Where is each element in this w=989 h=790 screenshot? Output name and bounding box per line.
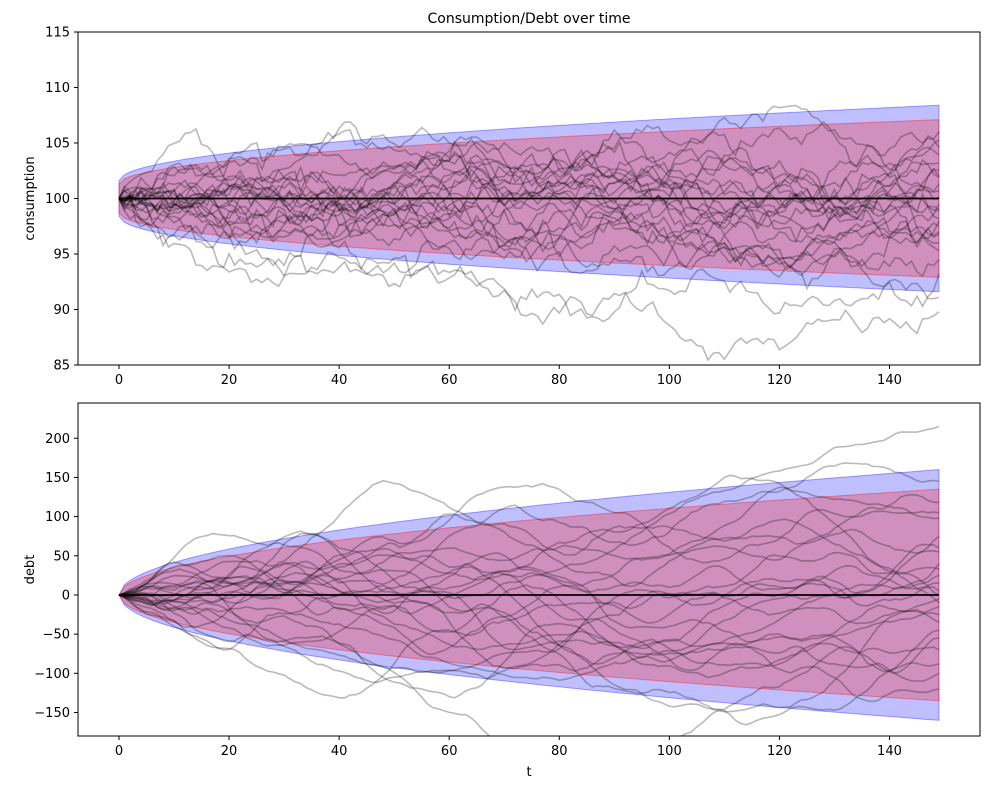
sample-path-4 [118, 168, 940, 291]
x-tick-label: 20 [221, 373, 238, 388]
sample-path-24 [118, 170, 940, 246]
x-tick-label: 140 [877, 744, 902, 759]
sample-path-8 [118, 479, 940, 604]
sample-path-17 [118, 159, 940, 235]
x-tick-label: 80 [551, 373, 568, 388]
y-tick-label: 90 [53, 303, 70, 318]
chart-panel-debt: 0 20 40 60 80 100 120 140 −150 −100 −50 0 50 100 150 20… [23, 402, 981, 780]
x-tick-label: 40 [331, 373, 348, 388]
x-tick-label: 60 [441, 373, 458, 388]
sample-path-9 [118, 141, 940, 220]
sample-path-7 [118, 163, 940, 271]
sample-path-22 [118, 135, 940, 249]
sample-path-9 [118, 532, 940, 651]
sample-path-23 [118, 169, 940, 269]
sample-path-18 [118, 146, 940, 288]
y-tick-label: 0 [62, 588, 70, 603]
sample-path-5 [118, 474, 940, 615]
sample-path-25 [118, 551, 940, 651]
sample-path-11 [118, 552, 940, 604]
sample-path-6 [118, 535, 940, 674]
y-tick-label: 50 [53, 549, 70, 564]
y-tick-label: 115 [45, 26, 70, 41]
sample-path-18 [118, 591, 940, 699]
sample-path-1 [118, 189, 940, 362]
x-tick-label: 80 [551, 744, 568, 759]
y-axis-label: consumption [23, 156, 38, 240]
y-tick-label: 100 [45, 192, 70, 207]
plot-area [118, 425, 940, 736]
sample-path-16 [118, 593, 940, 736]
sample-path-19 [118, 104, 940, 248]
sample-path-10 [118, 121, 940, 279]
sample-path-10 [118, 566, 940, 665]
axes-frame [77, 402, 981, 737]
sample-path-12 [118, 591, 940, 699]
chart-title: Consumption/Debt over time [428, 11, 631, 27]
sample-path-14 [118, 591, 940, 684]
y-axis-label: debt [23, 555, 38, 585]
y-tick-label: −50 [43, 628, 70, 643]
sample-path-20 [118, 571, 940, 683]
y-tick-label: 105 [45, 137, 70, 152]
sample-path-5 [119, 153, 940, 268]
plot-area [118, 104, 940, 362]
y-tick-label: 150 [45, 471, 70, 486]
x-tick-label: 120 [767, 373, 792, 388]
sample-path-1 [118, 425, 940, 600]
sample-path-3 [118, 493, 940, 598]
sample-path-21 [118, 120, 940, 199]
sample-path-16 [118, 168, 940, 251]
y-tick-label: 85 [53, 359, 70, 374]
y-tick-label: 200 [45, 432, 70, 447]
sample-path-7 [118, 525, 940, 596]
x-tick-label: 100 [657, 373, 682, 388]
sample-path-17 [118, 565, 940, 675]
sample-path-20 [118, 139, 940, 248]
sample-path-21 [118, 584, 940, 703]
sample-path-8 [118, 189, 940, 275]
sample-path-14 [118, 129, 940, 237]
sample-path-15 [118, 547, 940, 672]
sample-path-13 [118, 576, 940, 713]
x-axis-label: t [526, 765, 531, 780]
x-tick-label: 0 [115, 373, 123, 388]
x-tick-label: 100 [657, 744, 682, 759]
y-tick-label: 100 [45, 510, 70, 525]
sample-path-3 [118, 195, 940, 323]
sample-path-22 [118, 543, 940, 682]
sample-path-13 [118, 165, 940, 238]
y-tick-label: 95 [53, 248, 70, 263]
sample-path-23 [118, 563, 940, 655]
x-tick-label: 60 [441, 744, 458, 759]
sample-path-25 [118, 149, 940, 213]
sample-path-15 [118, 159, 940, 254]
x-tick-label: 140 [877, 373, 902, 388]
sample-path-4 [118, 482, 940, 597]
x-tick-label: 120 [767, 744, 792, 759]
x-tick-label: 0 [115, 744, 123, 759]
y-tick-label: −150 [34, 706, 70, 721]
x-tick-label: 20 [221, 744, 238, 759]
sample-path-2 [118, 186, 940, 300]
y-tick-label: −100 [34, 667, 70, 682]
y-tick-label: 110 [45, 81, 70, 96]
chart-panel-consumption: 0 20 40 60 80 100 120 140 85 90 95 100 105 110 115 Cons… [23, 11, 981, 388]
sample-path-19 [118, 569, 940, 726]
x-tick-label: 40 [331, 744, 348, 759]
